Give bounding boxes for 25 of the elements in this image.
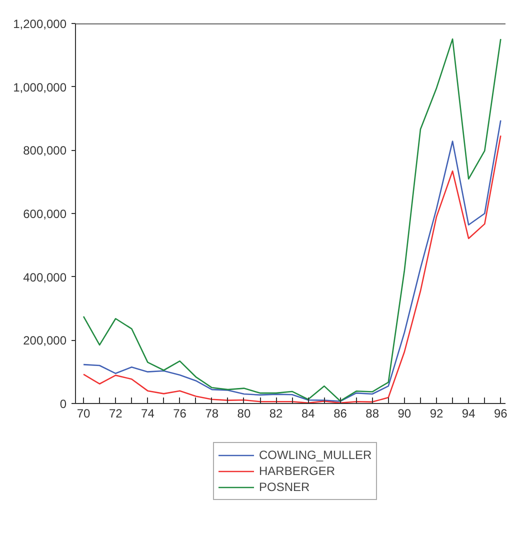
x-tick-label: 80: [237, 406, 251, 420]
x-tick-label: 76: [173, 406, 187, 420]
x-tick-label: 86: [334, 406, 348, 420]
y-tick-label: 0: [60, 397, 67, 411]
x-tick-label: 72: [108, 406, 123, 420]
y-tick-label: 400,000: [23, 270, 67, 284]
y-tick-label: 1,000,000: [13, 80, 67, 94]
legend-label: POSNER: [259, 479, 310, 495]
y-tick-label: 800,000: [23, 144, 67, 158]
legend-label: HARBERGER: [259, 463, 336, 479]
x-tick-label: 78: [205, 406, 219, 420]
x-tick-label: 70: [76, 406, 91, 420]
x-tick-label: 96: [494, 406, 508, 420]
y-tick-label: 1,200,000: [13, 17, 67, 31]
x-tick-label: 94: [462, 406, 476, 420]
x-tick-label: 90: [398, 406, 412, 420]
line-series: [82, 38, 502, 402]
x-tick-label: 88: [366, 406, 380, 420]
y-tick-label: 200,000: [23, 334, 67, 348]
legend-label: COWLING_MULLER: [259, 447, 372, 463]
x-tick-label: 84: [301, 406, 316, 420]
x-tick-label: 82: [269, 406, 284, 420]
x-tick-label: 92: [430, 406, 444, 420]
x-tick-label: 74: [141, 406, 155, 420]
y-tick-label: 600,000: [23, 207, 67, 221]
